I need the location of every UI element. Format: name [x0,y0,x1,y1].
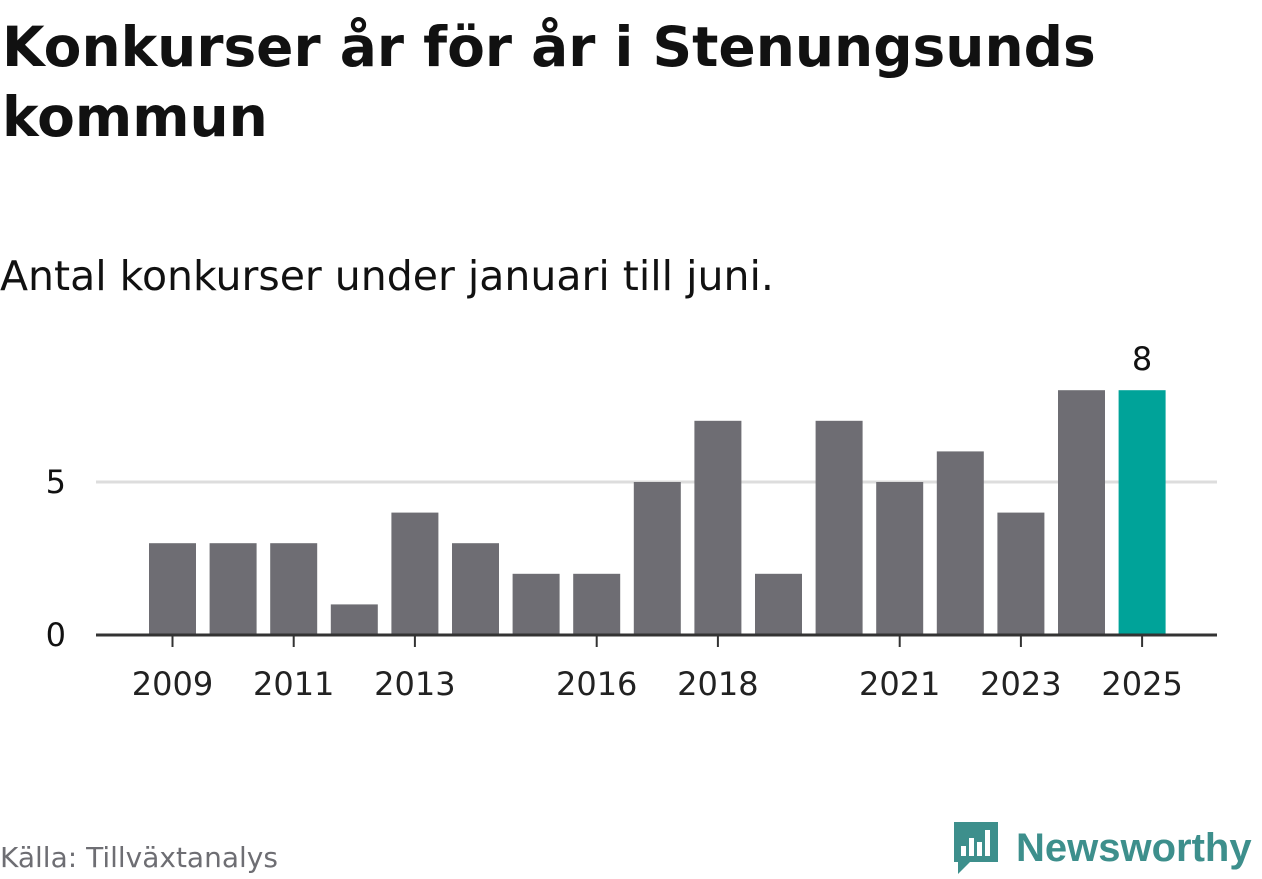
bar-2011 [270,543,318,635]
y-tick-label: 5 [46,463,66,501]
x-tick-label: 2025 [1101,665,1182,703]
bar-2020 [815,420,863,635]
bar-2018 [694,420,742,635]
x-tick-label: 2013 [374,665,455,703]
x-tick-label: 2023 [980,665,1061,703]
x-tick-label: 2016 [556,665,637,703]
bar-2025 [1118,390,1166,635]
chart-title: Konkurser år för år i Stenungsunds kommu… [2,15,1096,149]
x-tick-label: 2009 [132,665,213,703]
bar-2023 [997,512,1045,635]
bar-2024 [1058,390,1105,635]
brand-name: Newsworthy [1016,826,1252,870]
bar-2017 [633,482,681,635]
bar-2016 [573,573,621,635]
bar-2019 [755,573,802,635]
bar-2012 [330,604,378,635]
bar-chart: 0 5 2009 2011 2013 2016 2018 2021 2023 2025 8 [46,340,1217,703]
data-label: 8 [1132,340,1152,378]
bar-2014 [452,543,499,635]
brand-logo: Newsworthy [950,818,1252,878]
bar-2015 [512,573,560,635]
x-tick-label: 2018 [677,665,758,703]
bar-2010 [209,543,257,635]
x-tick-label: 2011 [253,665,334,703]
x-tick-label: 2021 [859,665,940,703]
chart-subtitle: Antal konkurser under januari till juni. [0,252,774,300]
bar-2021 [876,482,924,635]
bar-2009 [149,543,196,635]
source-note: Källa: Tillväxtanalys [0,841,278,874]
bar-2022 [936,451,984,635]
bar-2013 [391,512,439,635]
y-tick-label: 0 [46,616,66,654]
bar-chart-speech-bubble-icon [954,822,998,874]
